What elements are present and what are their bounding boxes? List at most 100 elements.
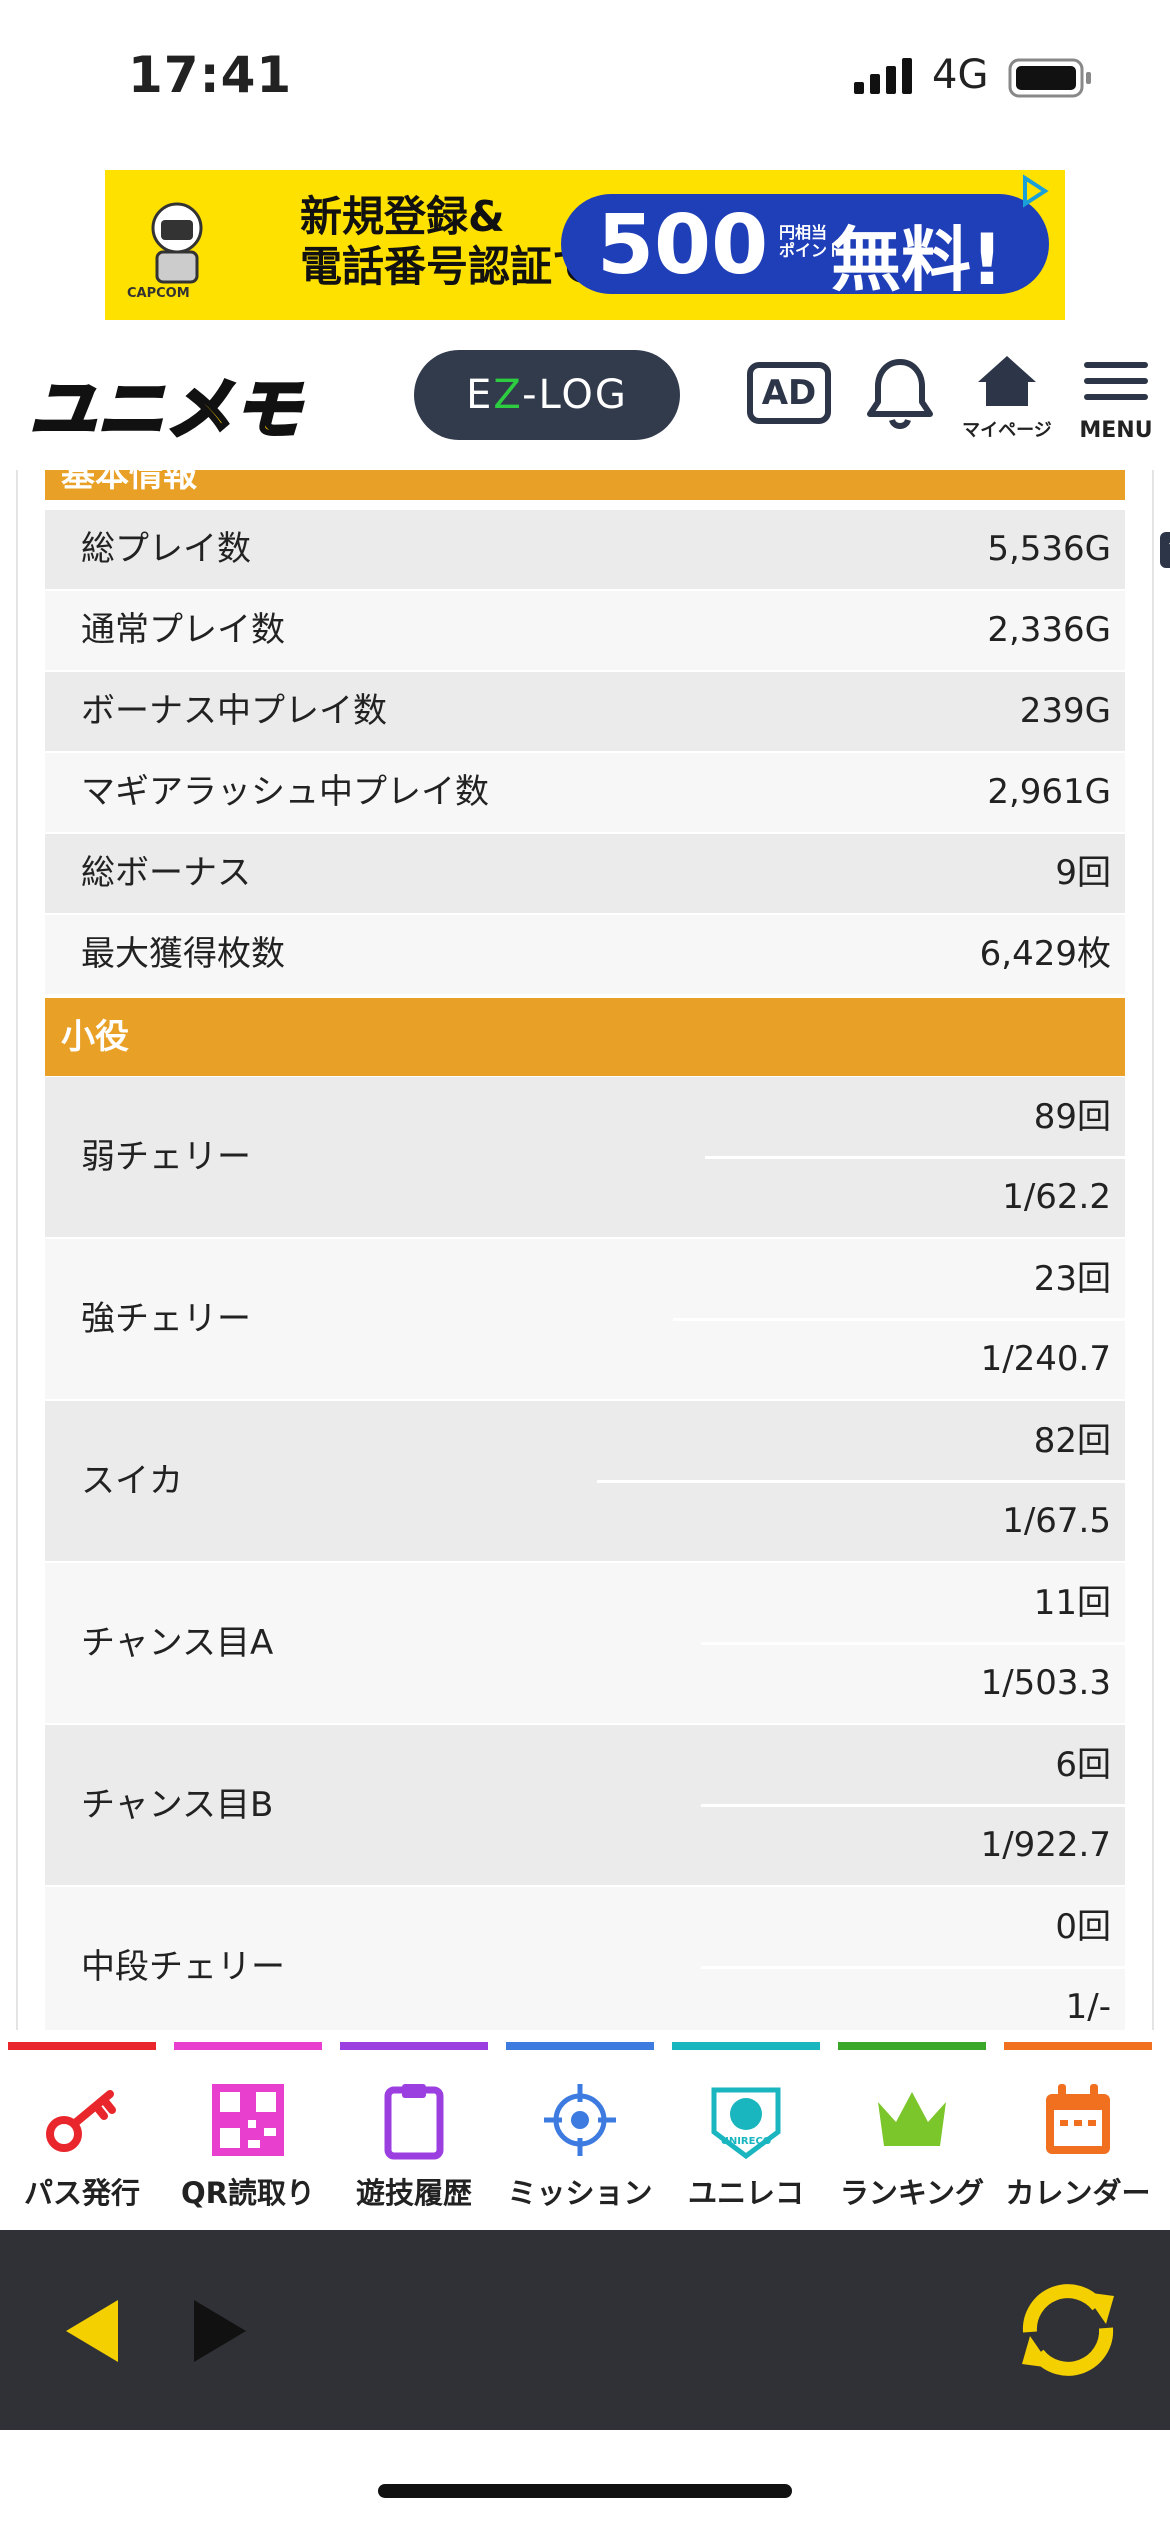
home-indicator-area	[0, 2430, 1170, 2532]
row-label: チャンス目B	[81, 1785, 274, 1825]
tab-color-bar	[340, 2042, 488, 2050]
tab-label: ミッション	[507, 2176, 653, 2210]
back-arrow-icon[interactable]	[62, 2298, 122, 2364]
ad-unit-line1: 円相当	[779, 223, 828, 242]
ezlog-suffix: -LOG	[522, 372, 628, 418]
row-value: 2,336G	[987, 610, 1111, 650]
tab-color-bar	[1004, 2042, 1152, 2050]
row-value: 239G	[1019, 691, 1111, 731]
row-probability: 1/922.7	[980, 1825, 1111, 1865]
tab-color-bar	[672, 2042, 820, 2050]
mypage-label: マイページ	[962, 420, 1052, 441]
ad-headline: 新規登録& 電話番号認証で	[300, 192, 594, 292]
tab-mission[interactable]: ミッション	[506, 2042, 654, 2218]
row-count: 82回	[1033, 1421, 1111, 1461]
row-label: マギアラッシュ中プレイ数	[81, 772, 489, 812]
section-basic-info: 基本情報	[45, 470, 1125, 500]
ezlog-prefix: E	[466, 372, 494, 418]
tab-label: QR読取り	[181, 2176, 315, 2210]
row-divider	[705, 1156, 1125, 1159]
forward-arrow-icon[interactable]	[190, 2298, 250, 2364]
calendar-icon	[1046, 2084, 1110, 2154]
menu-label: MENU	[1079, 418, 1153, 443]
row-label: チャンス目A	[81, 1623, 274, 1663]
ad-logo-text: CAPCOM	[127, 286, 190, 301]
row-label: 総プレイ数	[81, 529, 251, 569]
clipboard-icon	[384, 2084, 444, 2160]
ad-unit: 円相当 ポイント	[779, 224, 843, 260]
home-indicator[interactable]	[378, 2484, 792, 2498]
bell-icon[interactable]	[864, 356, 936, 432]
ad-button[interactable]: AD	[747, 362, 831, 424]
crown-icon	[878, 2092, 946, 2146]
capcom-mascot-icon	[151, 202, 203, 284]
tab-ranking[interactable]: ランキング	[838, 2042, 986, 2218]
tab-pass-issue[interactable]: パス発行	[8, 2042, 156, 2218]
row-count: 23回	[1033, 1259, 1111, 1299]
unireco-icon: UNIRECO	[711, 2087, 781, 2160]
logo-text: ユニメモ	[28, 369, 302, 450]
row-probability: 1/503.3	[980, 1663, 1111, 1703]
row-divider	[701, 1966, 1125, 1969]
network-label: 4G	[932, 52, 989, 98]
ad-free: 無料!	[831, 219, 1003, 301]
ad-line2: 電話番号認証で	[300, 242, 595, 291]
row-divider	[673, 1318, 1125, 1321]
row-value: 2,961G	[987, 772, 1111, 812]
row-divider	[701, 1804, 1125, 1807]
data-content[interactable]: 基本情報 総プレイ数 5,536G 通常プレイ数 2,336G ボーナス中プレイ…	[0, 470, 1170, 2030]
row-divider	[701, 1642, 1125, 1645]
row-count: 6回	[1055, 1745, 1111, 1785]
row-label: スイカ	[81, 1461, 183, 1501]
home-icon	[978, 356, 1036, 406]
signal-icon	[854, 58, 912, 94]
target-icon	[544, 2084, 616, 2156]
table-row: 中段チェリー 0回 1/-	[45, 1887, 1125, 2030]
content-border-right	[1152, 470, 1154, 2030]
row-label: 中段チェリー	[81, 1947, 285, 1987]
tab-label: カレンダー	[1005, 2176, 1151, 2210]
menu-button[interactable]: MENU	[1078, 356, 1154, 456]
qr-icon	[212, 2084, 284, 2156]
table-row: 総ボーナス 9回	[45, 834, 1125, 915]
site-header: ユニメモ EZ-LOG AD マイページ MENU	[0, 338, 1170, 470]
row-label: 総ボーナス	[81, 853, 251, 893]
row-value: 6,429枚	[979, 934, 1111, 974]
section-small-roles: 小役	[45, 998, 1125, 1076]
table-row: 総プレイ数 5,536G	[45, 510, 1125, 591]
table-row: チャンス目A 11回 1/503.3	[45, 1563, 1125, 1725]
tab-label: ユニレコ	[687, 2176, 804, 2210]
ezlog-button[interactable]: EZ-LOG	[414, 350, 680, 440]
tab-qr-read[interactable]: QR読取り	[174, 2042, 322, 2218]
table-row: ボーナス中プレイ数 239G	[45, 672, 1125, 753]
tab-color-bar	[174, 2042, 322, 2050]
tab-play-history[interactable]: 遊技履歴	[340, 2042, 488, 2218]
dropdown-toggle-icon[interactable]	[1160, 532, 1170, 568]
unireco-icon-text: UNIRECO	[721, 2136, 772, 2147]
reload-icon[interactable]	[1010, 2278, 1126, 2382]
mypage-button[interactable]: マイページ	[962, 352, 1052, 452]
ad-banner[interactable]: CAPCOM 新規登録& 電話番号認証で 500 円相当 ポイント 無料!	[105, 170, 1065, 320]
tab-calendar[interactable]: カレンダー	[1004, 2042, 1152, 2218]
row-label: ボーナス中プレイ数	[81, 691, 387, 731]
browser-toolbar	[0, 2230, 1170, 2430]
row-divider	[597, 1480, 1125, 1483]
site-logo[interactable]: ユニメモ	[24, 356, 354, 450]
table-row: 弱チェリー 89回 1/62.2	[45, 1077, 1125, 1239]
table-row: マギアラッシュ中プレイ数 2,961G	[45, 753, 1125, 834]
tab-label: パス発行	[23, 2176, 140, 2210]
row-count: 11回	[1033, 1583, 1111, 1623]
ad-amount: 500	[597, 198, 769, 293]
row-label: 弱チェリー	[81, 1137, 251, 1177]
row-count: 0回	[1055, 1907, 1111, 1947]
bottom-tab-bar: パス発行 QR読取り 遊技履歴 ミッション UNIR	[0, 2030, 1170, 2230]
table-row: 最大獲得枚数 6,429枚	[45, 915, 1125, 996]
status-time: 17:41	[128, 46, 293, 104]
ezlog-z: Z	[493, 372, 523, 418]
row-label: 強チェリー	[81, 1299, 251, 1339]
row-count: 89回	[1033, 1097, 1111, 1137]
ad-unit-line2: ポイント	[779, 241, 844, 260]
tab-unireco[interactable]: UNIRECO ユニレコ	[672, 2042, 820, 2218]
adchoices-icon[interactable]	[1017, 174, 1051, 208]
status-bar: 17:41 4G	[0, 0, 1170, 150]
